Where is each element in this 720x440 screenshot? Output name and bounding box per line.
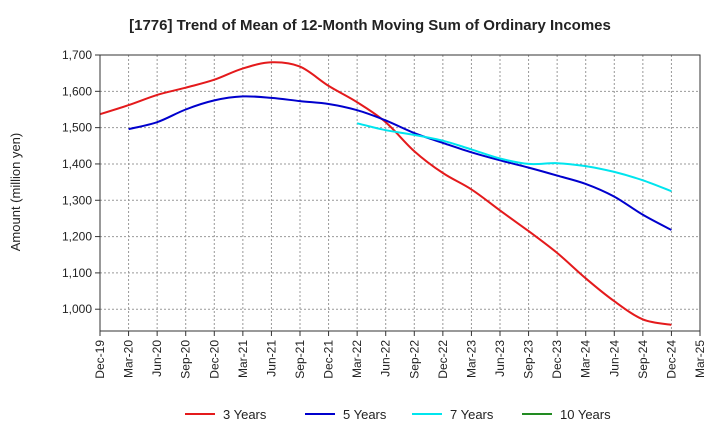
- x-tick-label: Mar-21: [236, 340, 250, 378]
- y-tick-label: 1,600: [62, 84, 92, 98]
- x-tick-label: Mar-20: [122, 340, 136, 378]
- x-tick-label: Mar-22: [350, 340, 364, 378]
- legend-label-7-years: 7 Years: [450, 407, 494, 422]
- legend-label-10-years: 10 Years: [560, 407, 611, 422]
- x-tick-label: Jun-21: [264, 340, 278, 377]
- y-tick-label: 1,200: [62, 230, 92, 244]
- x-tick-label: Sep-22: [407, 340, 421, 379]
- legend: 3 Years 5 Years 7 Years 10 Years: [185, 407, 611, 422]
- chart-title: [1776] Trend of Mean of 12-Month Moving …: [129, 17, 611, 34]
- x-tick-label: Jun-23: [493, 340, 507, 377]
- x-tick-label: Jun-24: [607, 340, 621, 377]
- x-tick-label: Mar-24: [579, 340, 593, 378]
- y-tick-label: 1,700: [62, 48, 92, 62]
- x-tick-label: Dec-23: [550, 340, 564, 379]
- x-tick-label: Sep-21: [293, 340, 307, 379]
- legend-label-5-years: 5 Years: [343, 407, 387, 422]
- series-line-3-years: [99, 61, 672, 326]
- x-tick-label: Dec-19: [93, 340, 107, 379]
- x-tick-label: Jun-22: [379, 340, 393, 377]
- y-tick-label: 1,500: [62, 121, 92, 135]
- x-tick-label: Sep-24: [636, 340, 650, 379]
- x-tick-label: Jun-20: [150, 340, 164, 377]
- x-tick-label: Dec-21: [322, 340, 336, 379]
- series-line-5-years: [128, 95, 672, 231]
- series-lines: [99, 61, 672, 326]
- x-tick-label: Dec-22: [436, 340, 450, 379]
- plot-frame: [99, 54, 701, 332]
- x-tick-label: Mar-23: [464, 340, 478, 378]
- x-tick-label: Dec-20: [207, 340, 221, 379]
- gridlines: [100, 55, 700, 331]
- y-tick-label: 1,300: [62, 193, 92, 207]
- legend-label-3-years: 3 Years: [223, 407, 267, 422]
- y-tick-label: 1,100: [62, 266, 92, 280]
- y-tick-label: 1,000: [62, 302, 92, 316]
- x-tick-label: Mar-25: [693, 340, 707, 378]
- x-tick-label: Sep-23: [522, 340, 536, 379]
- series-line-7-years: [356, 122, 672, 193]
- x-tick-label: Sep-20: [179, 340, 193, 379]
- x-tick-label: Dec-24: [664, 340, 678, 379]
- y-axis-ticks: 1,000 1,100 1,200 1,300 1,400 1,500 1,600 1,700: [62, 48, 100, 316]
- y-axis-label: Amount (million yen): [8, 133, 23, 252]
- x-axis-ticks: Dec-19 Mar-20 Jun-20 Sep-20 Dec-20 Mar-21 Jun-…: [93, 331, 707, 379]
- y-tick-label: 1,400: [62, 157, 92, 171]
